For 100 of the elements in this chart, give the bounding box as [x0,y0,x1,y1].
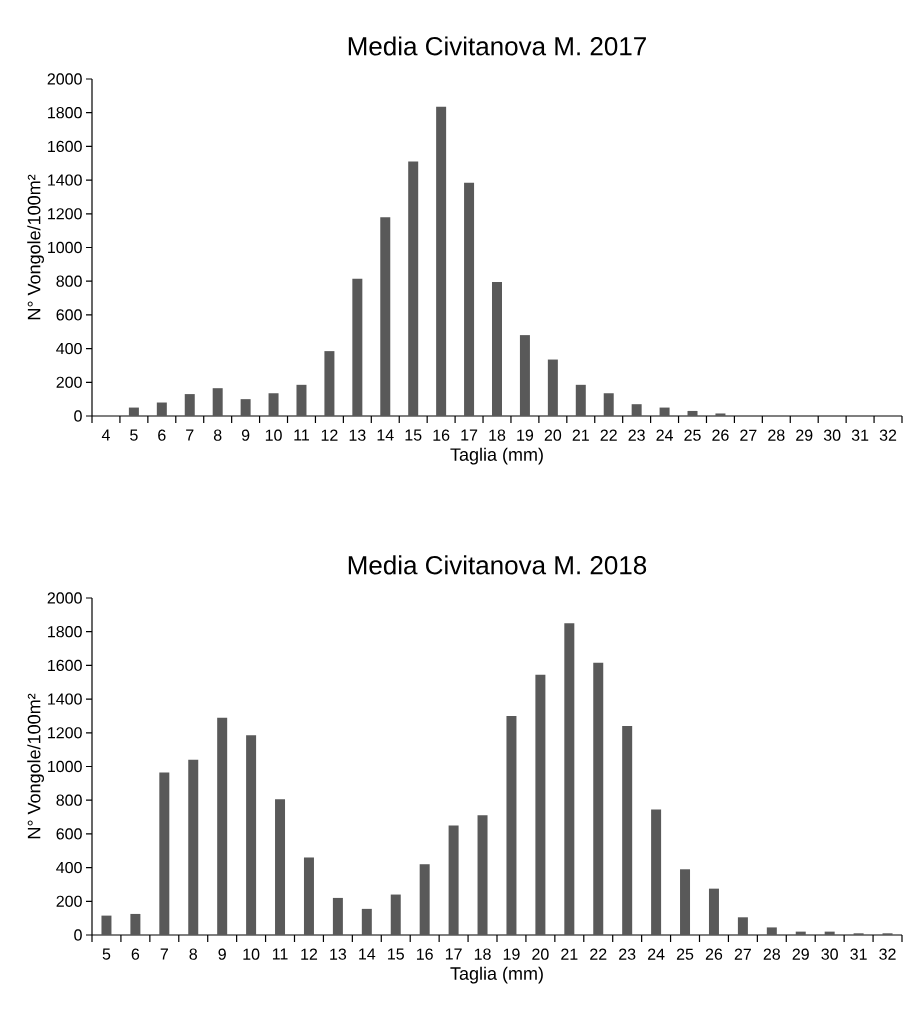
x-tick-label: 28 [768,429,785,441]
x-tick-label: 7 [186,429,194,441]
x-tick-label: 30 [821,948,838,960]
bar [130,913,141,935]
x-tick-label: 11 [294,429,309,441]
y-tick-label: 400 [56,342,82,355]
bar [575,384,586,416]
x-tick-label: 17 [461,429,478,441]
bar [212,388,223,416]
y-tick-label: 1800 [48,626,82,638]
bar [448,825,459,935]
bar [436,106,447,416]
x-tick-label: 18 [489,429,506,441]
x-tick-label: 16 [433,429,450,441]
x-tick-label: 9 [218,948,226,960]
x-tick-label: 27 [734,948,751,960]
y-axis-title: N° Vongole/100m² [27,174,44,320]
x-tick-label: 21 [572,429,589,441]
x-tick-label: 26 [712,429,729,441]
bar [128,407,139,416]
y-tick-label: 600 [56,309,82,321]
x-tick-label: 12 [301,948,318,960]
x-tick-label: 24 [648,948,665,960]
bar [380,217,391,416]
bar [680,869,691,935]
x-tick-label: 19 [503,948,520,960]
x-axis-title: Taglia (mm) [450,447,543,465]
bar [240,399,251,416]
x-tick-label: 14 [377,429,394,441]
y-tick-label: 400 [56,861,82,874]
bar [296,384,307,416]
bar [477,815,488,935]
bar [631,404,642,416]
x-tick-label: 11 [272,948,288,960]
bar [603,393,614,416]
bar [419,864,430,935]
y-tick-label: 1200 [48,208,82,220]
y-tick-label: 800 [56,794,82,806]
bar [564,623,575,935]
y-tick-label: 1600 [48,659,82,672]
x-tick-label: 12 [321,429,338,441]
bar [390,894,401,935]
bar [352,278,363,416]
bar [101,915,112,935]
bar [159,772,170,935]
y-tick-label: 1400 [48,174,82,186]
bar [593,662,604,935]
x-tick-label: 31 [851,429,869,441]
y-tick-label: 1000 [48,241,82,254]
bar [275,799,286,935]
bar [506,715,517,935]
x-tick-label: 17 [445,948,462,960]
x-tick-label: 32 [879,429,897,441]
x-tick-label: 27 [740,429,757,441]
x-tick-label: 14 [359,948,376,960]
x-tick-label: 6 [131,948,140,960]
bar [737,917,748,935]
bar [156,402,167,416]
y-tick-label: 1600 [48,140,82,153]
x-tick-label: 31 [850,948,867,960]
x-tick-label: 15 [405,429,422,441]
x-tick-label: 20 [532,948,549,960]
x-tick-label: 22 [600,429,617,441]
bar [324,351,335,416]
y-tick-label: 1800 [48,107,82,119]
x-tick-label: 9 [241,429,250,441]
x-tick-label: 10 [265,429,282,441]
bar [246,735,257,935]
y-tick-label: 200 [56,376,82,388]
x-tick-label: 13 [349,429,366,441]
x-tick-label: 15 [388,948,404,960]
x-tick-label: 13 [330,948,347,960]
x-tick-label: 23 [628,429,645,441]
x-tick-label: 5 [130,429,138,441]
chart-title: Media Civitanova M. 2018 [348,555,647,575]
chart-title: Media Civitanova M. 2017 [348,36,646,56]
bar [659,407,670,416]
bar [547,359,558,416]
x-tick-label: 29 [796,429,813,441]
bar [408,161,419,416]
x-tick-label: 4 [101,429,110,441]
y-tick-label: 1200 [48,727,82,739]
x-tick-label: 30 [823,429,841,441]
bar [651,809,662,935]
y-tick-label: 2000 [47,73,82,85]
x-tick-label: 20 [544,429,562,441]
bar [303,857,314,935]
x-tick-label: 24 [656,429,673,441]
y-tick-label: 0 [74,929,82,941]
x-tick-label: 23 [619,948,636,960]
x-tick-label: 5 [102,948,111,960]
x-axis-title: Taglia (mm) [450,966,543,984]
y-tick-label: 2000 [47,592,82,604]
x-tick-label: 29 [792,948,809,960]
y-axis-title: N° Vongole/100m² [27,693,44,839]
y-tick-label: 1400 [48,693,82,705]
bar [715,413,726,416]
x-tick-label: 28 [763,948,781,960]
x-tick-label: 7 [160,948,168,960]
bar [687,410,698,416]
